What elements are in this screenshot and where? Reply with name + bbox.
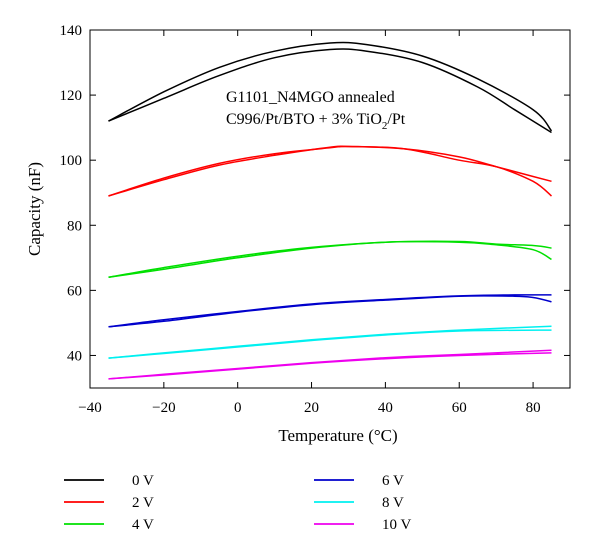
y-tick-label: 40	[67, 348, 82, 364]
x-tick-label: 20	[304, 400, 319, 416]
legend: 0 V 2 V 4 V 6 V 8 V 10 V	[64, 473, 411, 533]
y-tick-label: 140	[60, 23, 83, 39]
series-line-0v-cooling	[108, 48, 552, 134]
x-axis: −40 −20 0 20 40 60 80	[78, 30, 541, 416]
annotation-line-1: G1101_N4MGO annealed	[226, 89, 395, 106]
legend-label-6v: 6 V	[382, 473, 404, 489]
x-tick-label: 0	[234, 400, 242, 416]
y-tick-label: 80	[67, 218, 82, 234]
y-tick-label: 100	[60, 153, 83, 169]
x-tick-label: 60	[452, 400, 467, 416]
series-layer	[108, 41, 553, 380]
x-tick-label: −40	[78, 400, 101, 416]
annotation-line-2-subscript: 2	[382, 120, 388, 132]
series-line-8v-cooling	[108, 329, 552, 359]
series-line-6v-cooling	[108, 295, 552, 328]
legend-label-10v: 10 V	[382, 517, 411, 533]
series-line-2v-heating	[108, 145, 552, 197]
x-tick-label: 80	[526, 400, 541, 416]
annotation-line-2-main: C996/Pt/BTO + 3% TiO	[226, 111, 382, 128]
legend-label-4v: 4 V	[132, 517, 154, 533]
series-line-2v-cooling	[108, 145, 552, 197]
legend-label-2v: 2 V	[132, 495, 154, 511]
series-line-0v-heating	[108, 41, 553, 132]
plot-area-frame	[89, 29, 571, 389]
x-axis-title: Temperature (°C)	[278, 426, 397, 445]
annotation-line-2: C996/Pt/BTO + 3% TiO2/Pt	[226, 111, 406, 132]
y-axis: 40 60 80 100 120 140	[60, 23, 570, 364]
x-tick-label: −20	[152, 400, 175, 416]
y-tick-label: 60	[67, 283, 82, 299]
legend-label-8v: 8 V	[382, 495, 404, 511]
legend-label-0v: 0 V	[132, 473, 154, 489]
series-line-10v-cooling	[108, 352, 552, 380]
annotation-line-2-tail: /Pt	[387, 111, 405, 128]
series-line-6v-heating	[108, 294, 552, 328]
y-tick-label: 120	[60, 88, 83, 104]
x-tick-label: 40	[378, 400, 393, 416]
series-line-4v-cooling	[108, 240, 552, 279]
y-axis-title: Capacity (nF)	[25, 162, 44, 256]
